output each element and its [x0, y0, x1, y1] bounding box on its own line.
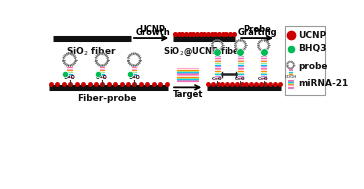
Text: miRNA-21: miRNA-21 — [298, 79, 348, 88]
Text: Grafting: Grafting — [237, 28, 277, 37]
Text: C=O: C=O — [64, 75, 75, 80]
Text: C=O: C=O — [235, 77, 246, 81]
Text: UCNP: UCNP — [298, 30, 327, 40]
Text: COOH: COOH — [284, 75, 297, 79]
Text: Fiber-probe: Fiber-probe — [78, 94, 137, 103]
Text: Target: Target — [173, 90, 203, 99]
Text: C=O: C=O — [258, 77, 269, 81]
Text: UCNP: UCNP — [140, 25, 166, 34]
Text: Probe: Probe — [243, 25, 271, 34]
Text: probe: probe — [298, 62, 328, 71]
Text: BHQ3: BHQ3 — [298, 44, 327, 53]
Text: Growth: Growth — [135, 28, 170, 37]
Text: C=O: C=O — [212, 77, 223, 81]
Text: SiO$_2$@UCNP fiber: SiO$_2$@UCNP fiber — [163, 46, 245, 58]
Text: SiO$_2$ fiber: SiO$_2$ fiber — [67, 46, 117, 58]
Bar — [285, 26, 325, 95]
Text: C=O: C=O — [96, 75, 108, 80]
Text: C=O: C=O — [128, 75, 140, 80]
